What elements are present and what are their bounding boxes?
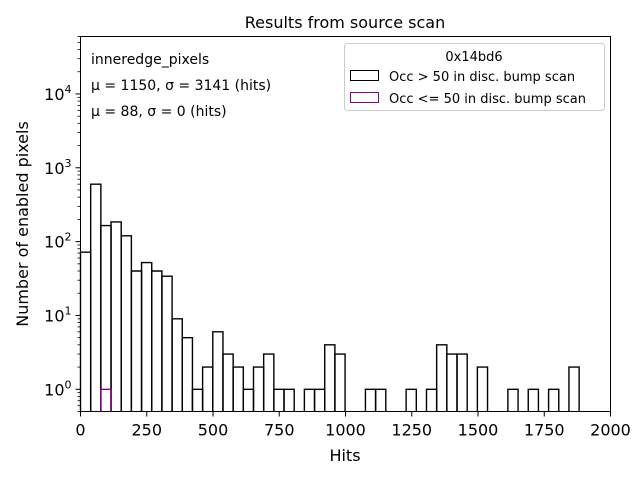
y-axis: 100 101 102 103 104 — [44, 36, 81, 412]
histogram-bin — [201, 366, 214, 412]
histogram-bin — [100, 388, 112, 412]
annotation-name: inneredge_pixels — [91, 52, 209, 68]
histogram-bin — [110, 221, 122, 412]
histogram-bin — [181, 336, 194, 412]
histogram-bin — [120, 235, 133, 412]
histogram-bin — [130, 270, 143, 412]
histogram-bin — [334, 353, 346, 412]
histogram-bin — [374, 388, 387, 412]
histogram-bin — [364, 388, 377, 412]
x-tick-label: 1000 — [325, 421, 366, 440]
histogram-bin — [171, 318, 183, 412]
histogram-bin — [435, 344, 448, 412]
annotation-stats-black: μ = 1150, σ = 3141 (hits) — [91, 78, 271, 94]
histogram-bin — [161, 275, 173, 412]
histogram-bin — [313, 388, 326, 412]
histogram-bin — [547, 388, 560, 412]
histogram-bin — [232, 366, 245, 412]
y-tick-label: 103 — [44, 157, 71, 178]
histogram-bin — [446, 353, 458, 412]
histogram-bin — [405, 388, 418, 412]
histogram-bin — [262, 353, 275, 412]
histogram-bin — [212, 331, 224, 412]
histogram-bin — [140, 261, 153, 412]
histogram-bin — [222, 353, 234, 412]
series-purple — [100, 388, 112, 412]
legend-title: 0x14bd6 — [445, 50, 502, 65]
y-tick-label: 100 — [44, 378, 71, 399]
y-tick-label: 101 — [44, 304, 71, 325]
legend: 0x14bd6 Occ > 50 in disc. bump scan Occ … — [344, 43, 605, 111]
histogram-bin — [252, 366, 265, 412]
histogram-bin — [191, 388, 204, 412]
histogram-bin — [507, 388, 519, 412]
histogram-bin — [283, 388, 295, 412]
x-tick-label: 1500 — [458, 421, 499, 440]
legend-swatch-black — [350, 70, 379, 81]
x-tick-label: 0 — [75, 421, 85, 440]
x-axis: 0 250 500 750 1000 1250 1500 1750 2000 — [75, 411, 631, 440]
y-tick-label: 104 — [44, 83, 71, 104]
histogram-bin — [273, 388, 285, 412]
x-tick-label: 2000 — [590, 421, 631, 440]
histogram-bin — [476, 366, 489, 412]
series-layer — [79, 183, 580, 412]
histogram-bin — [242, 388, 255, 412]
annotation-stats-purple: μ = 88, σ = 0 (hits) — [91, 104, 227, 120]
x-tick-label: 750 — [264, 421, 295, 440]
histogram-bin — [100, 224, 112, 412]
legend-label-purple: Occ <= 50 in disc. bump scan — [389, 92, 586, 107]
histogram-bin — [456, 353, 468, 412]
y-axis-label: Number of enabled pixels — [13, 121, 32, 327]
histogram-bin — [425, 388, 438, 412]
x-tick-label: 1250 — [391, 421, 432, 440]
legend-box — [344, 43, 605, 111]
legend-swatch-purple — [350, 92, 379, 103]
histogram-bin — [527, 388, 540, 412]
histogram-bin — [568, 366, 580, 412]
histogram-bin — [79, 251, 92, 412]
x-axis-label: Hits — [329, 446, 360, 465]
histogram-bin — [303, 388, 316, 412]
histogram-bin — [151, 270, 163, 412]
x-tick-label: 500 — [198, 421, 229, 440]
histogram-bin — [89, 183, 102, 412]
series-black — [79, 183, 580, 412]
x-tick-label: 250 — [131, 421, 162, 440]
legend-label-black: Occ > 50 in disc. bump scan — [389, 70, 575, 85]
y-tick-label: 102 — [44, 231, 71, 252]
histogram-bin — [324, 344, 336, 412]
x-tick-label: 1750 — [524, 421, 565, 440]
chart-title: Results from source scan — [245, 13, 445, 32]
